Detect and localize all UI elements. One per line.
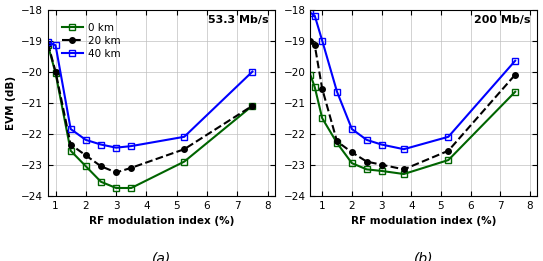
X-axis label: RF modulation index (%): RF modulation index (%): [351, 216, 496, 226]
Text: 53.3 Mb/s: 53.3 Mb/s: [207, 15, 268, 25]
Text: 200 Mb/s: 200 Mb/s: [474, 15, 531, 25]
Legend: 0 km, 20 km, 40 km: 0 km, 20 km, 40 km: [58, 19, 125, 63]
Text: (b): (b): [414, 252, 434, 261]
X-axis label: RF modulation index (%): RF modulation index (%): [89, 216, 234, 226]
Y-axis label: EVM (dB): EVM (dB): [5, 76, 16, 130]
Text: (a): (a): [152, 252, 171, 261]
